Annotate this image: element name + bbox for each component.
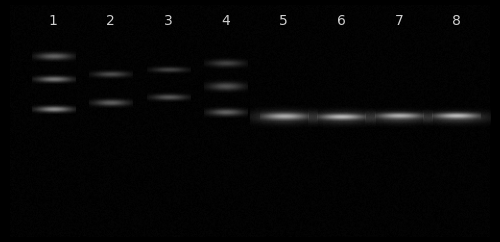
Text: 4: 4 — [222, 14, 230, 28]
Text: 8: 8 — [452, 14, 461, 28]
Text: 2: 2 — [106, 14, 115, 28]
Text: 1: 1 — [49, 14, 58, 28]
Text: 5: 5 — [279, 14, 288, 28]
Text: 6: 6 — [337, 14, 345, 28]
Text: 3: 3 — [164, 14, 173, 28]
Text: 7: 7 — [394, 14, 403, 28]
